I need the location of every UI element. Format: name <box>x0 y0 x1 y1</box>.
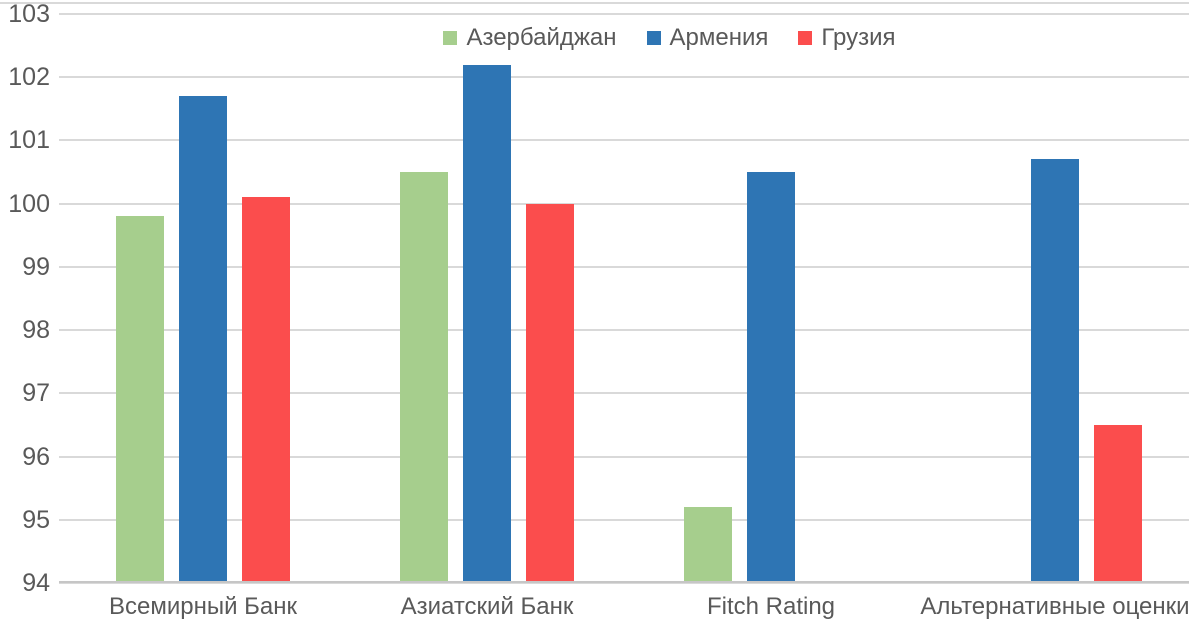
bar <box>463 64 511 583</box>
y-tick-label: 95 <box>22 505 50 534</box>
y-tick-label: 100 <box>8 189 50 218</box>
gridline <box>59 329 1189 332</box>
x-category-label: Альтернативные оценки <box>920 593 1189 620</box>
y-tick-label: 97 <box>22 379 50 408</box>
y-tick-label: 98 <box>22 316 50 345</box>
gridline <box>59 13 1189 15</box>
bar <box>1031 159 1079 583</box>
legend-label-georgia: Грузия <box>821 24 896 51</box>
bar <box>116 216 164 583</box>
bar <box>1094 424 1142 583</box>
legend-item-armenia: Армения <box>646 24 769 52</box>
gridline <box>59 582 1189 584</box>
gridline <box>59 202 1189 205</box>
bar <box>242 197 290 583</box>
y-tick-label: 103 <box>8 0 50 28</box>
gridline <box>59 455 1189 458</box>
x-axis-line <box>59 581 1189 583</box>
legend-swatch-armenia <box>646 31 661 45</box>
chart-top-border <box>0 2 1189 4</box>
legend-item-azerbaijan: Азербайджан <box>443 24 617 52</box>
legend-swatch-azerbaijan <box>443 31 458 45</box>
y-tick-label: 99 <box>22 252 50 281</box>
gridline <box>59 518 1189 521</box>
bar <box>747 172 795 583</box>
gridline <box>59 265 1189 268</box>
y-tick-label: 102 <box>8 63 50 92</box>
y-tick-label: 94 <box>22 569 50 597</box>
legend-item-georgia: Грузия <box>798 24 896 52</box>
x-category-label: Азиатский Банк <box>400 593 574 620</box>
legend-label-armenia: Армения <box>669 24 769 51</box>
bar <box>179 96 227 583</box>
chart-legend: Азербайджан Армения Грузия <box>75 24 1189 52</box>
bar <box>526 203 574 583</box>
gridline <box>59 392 1189 395</box>
x-category-label: Fitch Rating <box>706 593 836 620</box>
legend-label-azerbaijan: Азербайджан <box>466 24 617 51</box>
legend-swatch-georgia <box>798 31 813 45</box>
bar <box>684 507 732 583</box>
y-tick-label: 96 <box>22 442 50 471</box>
x-category-label: Всемирный Банк <box>108 593 298 620</box>
gridline <box>59 76 1189 79</box>
gridline <box>59 139 1189 142</box>
bar <box>400 172 448 583</box>
y-tick-label: 101 <box>8 126 50 155</box>
